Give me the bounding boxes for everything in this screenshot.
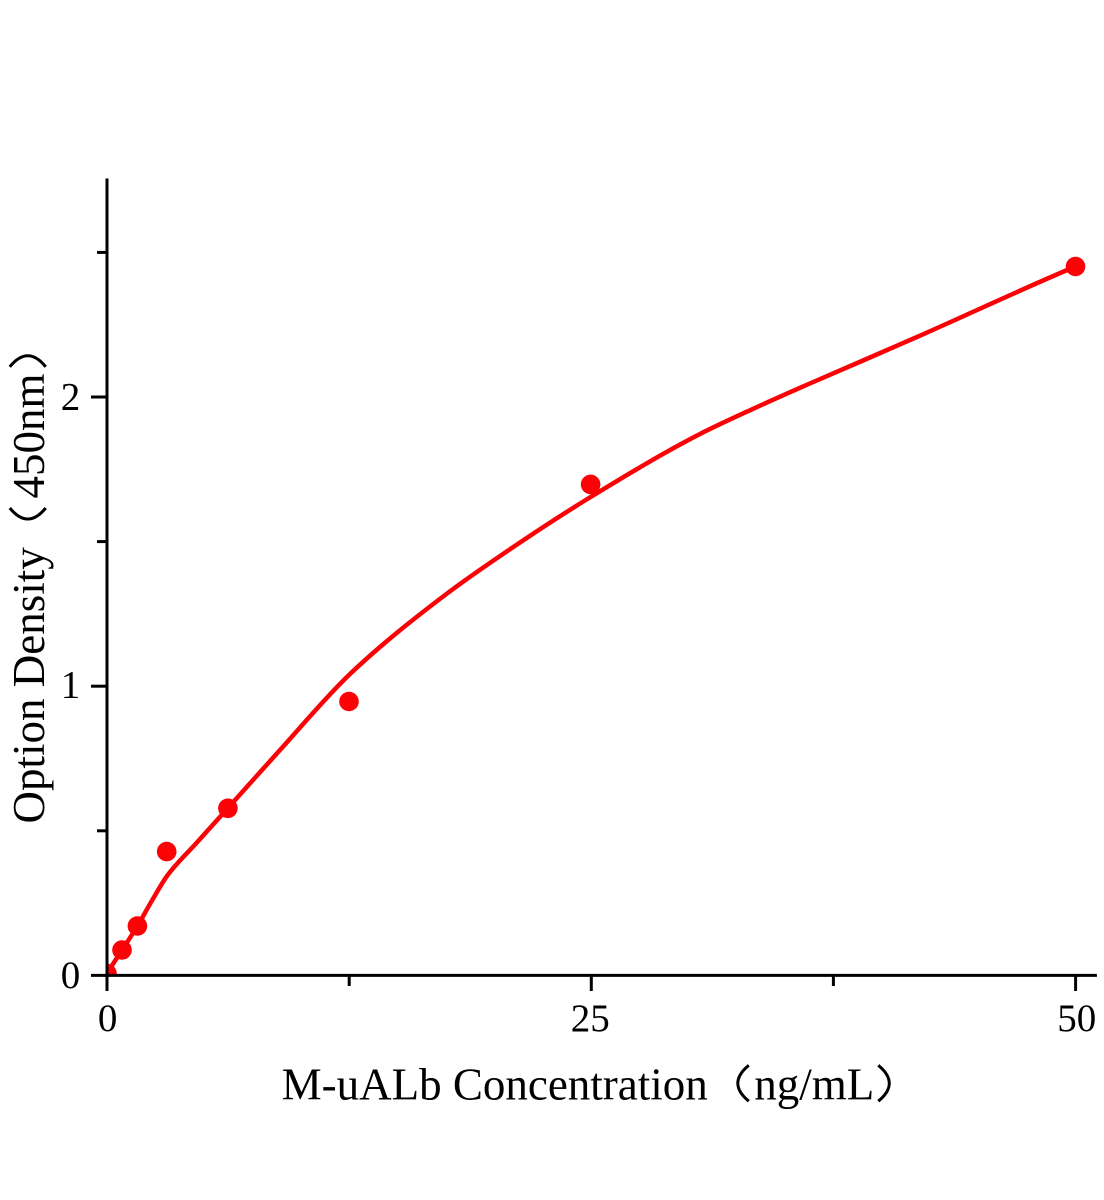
- svg-text:2: 2: [61, 376, 81, 419]
- svg-text:450nm: 450nm: [4, 373, 54, 498]
- svg-text:0: 0: [98, 997, 118, 1040]
- svg-text:ng/mL: ng/mL: [754, 1060, 874, 1110]
- svg-text:50: 50: [1057, 997, 1096, 1040]
- svg-text:0: 0: [61, 954, 81, 997]
- svg-text:25: 25: [571, 997, 610, 1040]
- svg-text:Option Density: Option Density: [4, 547, 54, 824]
- svg-text:1: 1: [61, 664, 81, 707]
- svg-text:M-uALb Concentration: M-uALb Concentration: [282, 1060, 708, 1110]
